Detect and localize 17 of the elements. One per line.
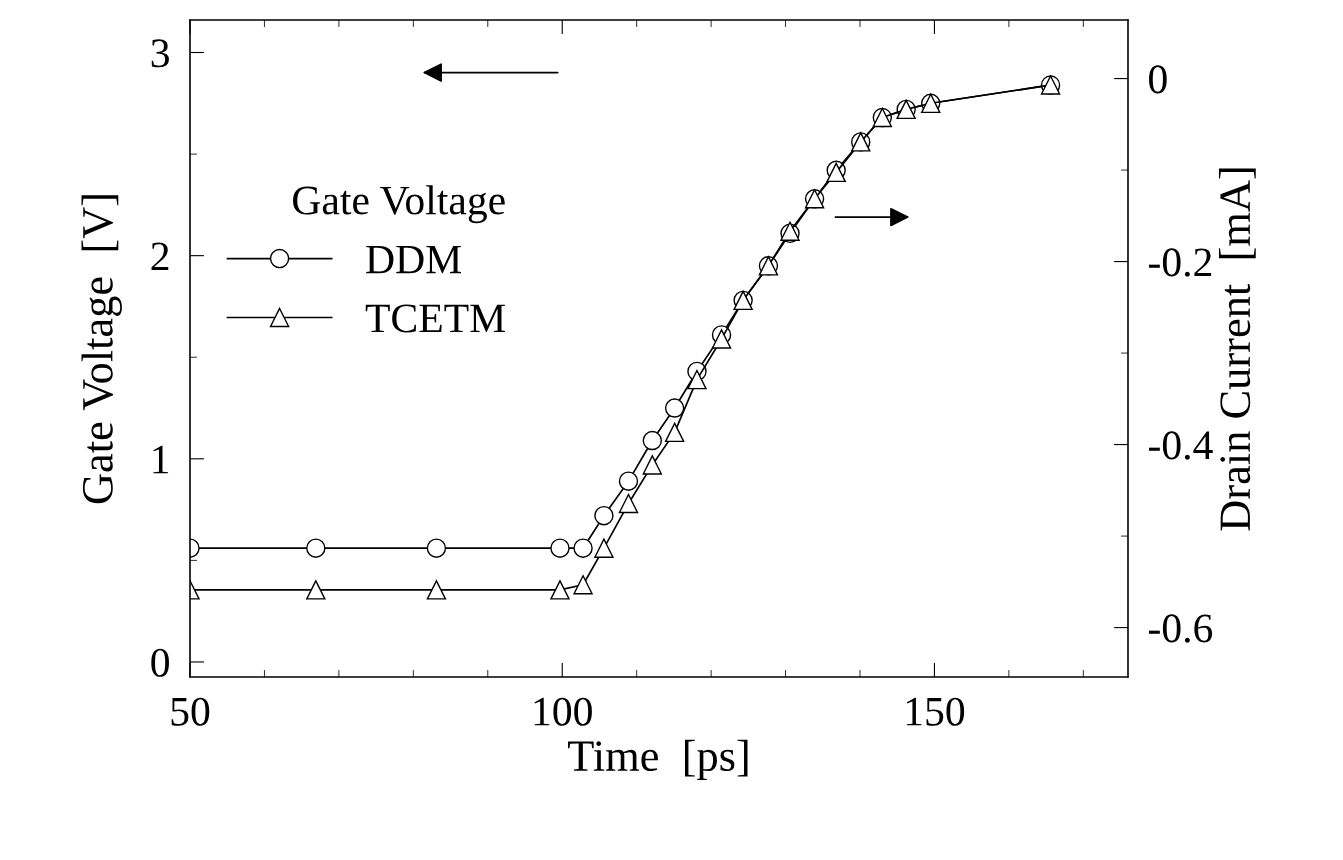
x-axis-title: Time [ps] <box>568 739 748 781</box>
y2-tick-label: -0.4 <box>1148 431 1213 460</box>
y-tick-label: 1 <box>153 445 169 474</box>
y-axis-title: Gate Voltage [V] <box>81 195 122 504</box>
x-tick-label: 50 <box>171 697 210 726</box>
y-tick-label: 0 <box>151 648 169 677</box>
legend-label: TCETM <box>365 304 505 333</box>
y2-tick-label: -0.2 <box>1148 248 1212 277</box>
y-tick-label: 3 <box>151 39 169 68</box>
y-tick-label: 2 <box>151 242 169 271</box>
x-tick-label: 100 <box>534 697 592 726</box>
y2-axis-title: Drain Current [mA] <box>1218 168 1256 531</box>
x-tick-label: 150 <box>906 697 965 726</box>
y2-tick-label: -0.6 <box>1148 614 1213 643</box>
legend-label: DDM <box>366 245 462 274</box>
legend-title: Gate Voltage <box>293 185 505 224</box>
y2-tick-label: 0 <box>1149 65 1167 94</box>
